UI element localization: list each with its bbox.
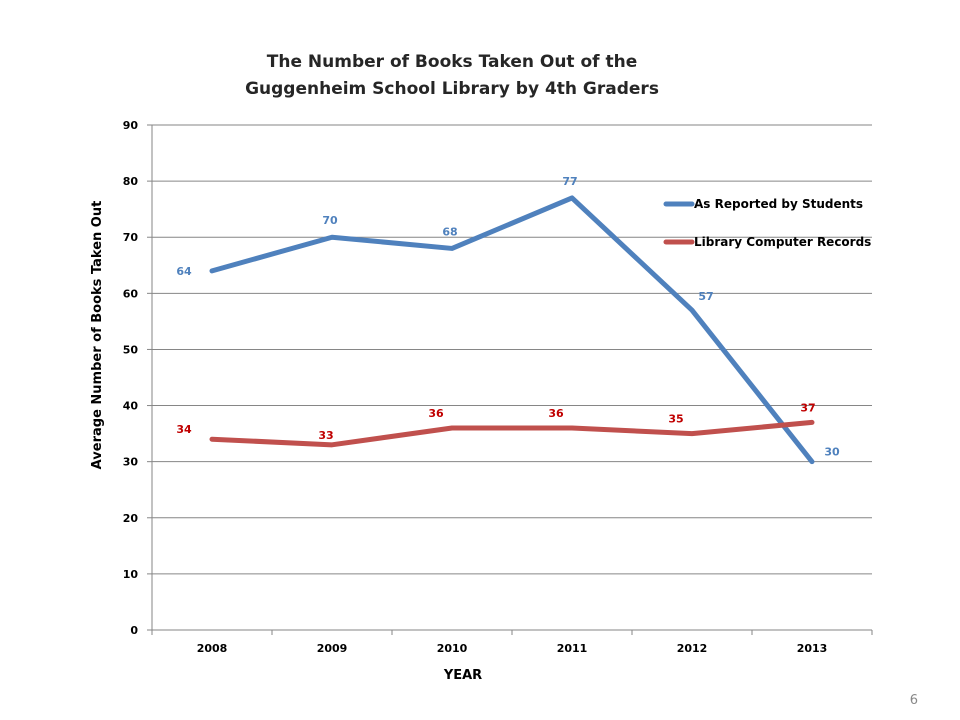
legend-label-2: Library Computer Records xyxy=(694,235,871,249)
gridlines xyxy=(152,124,872,575)
data-label-series-1: 70 xyxy=(322,214,338,227)
series-line-2 xyxy=(209,419,815,448)
y-tick-label: 90 xyxy=(123,119,139,132)
x-tick-label-2013: 2013 xyxy=(797,642,828,655)
y-tick-label: 30 xyxy=(123,456,139,469)
y-tick-label: 70 xyxy=(123,231,139,244)
x-axis-ticks: 2008 2009 2010 2011 2012 2013 xyxy=(151,630,873,655)
y-tick-label: 50 xyxy=(123,343,139,356)
legend-label-1: As Reported by Students xyxy=(694,197,863,211)
data-label-series-2: 33 xyxy=(318,429,333,442)
data-label-series-1: 68 xyxy=(442,225,457,238)
series-lines xyxy=(209,195,815,465)
data-label-series-1: 30 xyxy=(824,446,840,459)
data-labels: 64 70 68 77 57 30 34 33 36 36 35 37 xyxy=(176,175,840,459)
legend: As Reported by Students Library Computer … xyxy=(663,197,871,249)
data-label-series-2: 35 xyxy=(668,413,683,426)
data-label-series-1: 64 xyxy=(176,265,192,278)
y-tick-label: 20 xyxy=(123,512,139,525)
data-label-series-2: 36 xyxy=(428,407,444,420)
chart-title-line-1: The Number of Books Taken Out of the xyxy=(267,52,637,72)
y-tick-label: 60 xyxy=(123,287,139,300)
data-label-series-2: 34 xyxy=(176,423,192,436)
x-axis-label: YEAR xyxy=(443,668,482,683)
data-label-series-2: 36 xyxy=(548,407,564,420)
y-axis-ticks: 0 10 20 30 40 50 60 70 80 90 xyxy=(123,119,152,637)
data-label-series-2: 37 xyxy=(800,401,815,414)
y-tick-label: 10 xyxy=(123,568,139,581)
series-line-1 xyxy=(209,195,815,465)
chart-title-line-2: Guggenheim School Library by 4th Graders xyxy=(245,79,659,99)
data-label-series-1: 77 xyxy=(562,175,577,188)
x-tick-label-2012: 2012 xyxy=(677,642,708,655)
x-tick-label-2011: 2011 xyxy=(557,642,588,655)
x-tick-label-2008: 2008 xyxy=(197,642,228,655)
y-tick-label: 0 xyxy=(130,624,138,637)
y-tick-label: 40 xyxy=(123,400,139,413)
y-tick-label: 80 xyxy=(123,175,139,188)
data-label-series-1: 57 xyxy=(698,290,713,303)
x-tick-label-2009: 2009 xyxy=(317,642,348,655)
x-tick-label-2010: 2010 xyxy=(437,642,468,655)
page-number: 6 xyxy=(909,693,918,708)
y-axis-label: Average Number of Books Taken Out xyxy=(90,201,105,470)
